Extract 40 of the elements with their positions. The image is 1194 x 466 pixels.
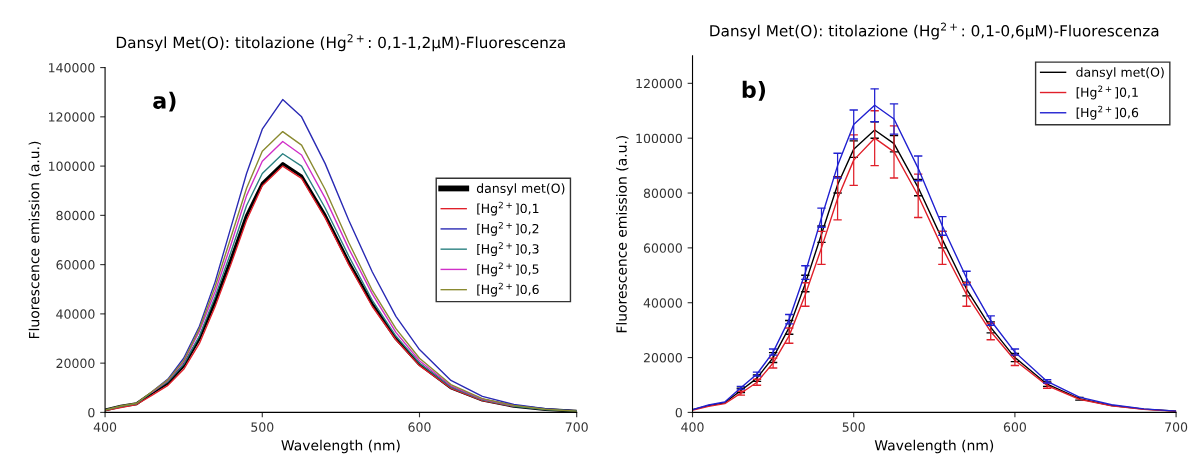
chart-title: Dansyl Met(O): titolazione (Hg$^{2+}$: 0,1-1,2μM)-Fluorescenza [116, 34, 565, 52]
legend-label: [Hg$^{2+}$]0,6 [1076, 105, 1139, 120]
y-tick-label: 120000 [636, 78, 682, 89]
legend-label: [Hg$^{2+}$]0,1 [1076, 85, 1138, 100]
legend-label: [Hg$^{2+}$]0,3 [477, 242, 539, 257]
annotation: b) [742, 80, 766, 101]
annotation: a) [153, 91, 176, 112]
legend-label: dansyl met(O) [476, 183, 565, 196]
legend-label: [Hg$^{2+}$]0,1 [477, 201, 539, 216]
y-tick-label: 120000 [49, 112, 95, 122]
legend-label: dansyl met(O) [1076, 67, 1164, 80]
y-tick-label: 100000 [636, 133, 682, 144]
y-tick-label: 60000 [643, 243, 682, 253]
y-tick-label: 0 [88, 407, 95, 418]
legend-label: [Hg$^{2+}$]0,2 [477, 221, 539, 236]
legend-label: [Hg$^{2+}$]0,5 [477, 262, 539, 277]
x-axis-title: Wavelength (nm) [874, 439, 994, 454]
y-tick-label: 40000 [643, 298, 682, 308]
y-tick-label: 20000 [56, 358, 95, 369]
x-tick-label: 700 [1165, 422, 1188, 432]
x-tick-label: 600 [408, 422, 431, 432]
x-tick-label: 500 [842, 422, 865, 432]
chart-title: Dansyl Met(O): titolazione (Hg$^{2+}$: 0,1-0,6μM)-Fluorescenza [710, 22, 1159, 40]
y-tick-label: 0 [675, 407, 682, 418]
y-tick-label: 140000 [49, 63, 95, 73]
legend-label: [Hg$^{2+}$]0,6 [477, 282, 539, 297]
y-tick-label: 80000 [643, 188, 682, 198]
x-tick-label: 500 [251, 422, 274, 432]
x-tick-label: 400 [93, 422, 117, 432]
y-axis-title: Fluorescence emission (a.u.) [616, 135, 629, 333]
x-tick-label: 600 [1003, 422, 1026, 432]
y-tick-label: 20000 [643, 353, 682, 363]
y-tick-label: 100000 [49, 161, 95, 172]
x-tick-label: 700 [565, 422, 588, 432]
y-tick-label: 80000 [56, 210, 95, 221]
y-tick-label: 40000 [56, 309, 95, 319]
y-tick-label: 60000 [56, 260, 95, 270]
x-axis-title: Wavelength (nm) [281, 439, 400, 454]
x-tick-label: 400 [681, 422, 704, 432]
y-axis-title: Fluorescence emission (a.u.) [28, 141, 42, 339]
